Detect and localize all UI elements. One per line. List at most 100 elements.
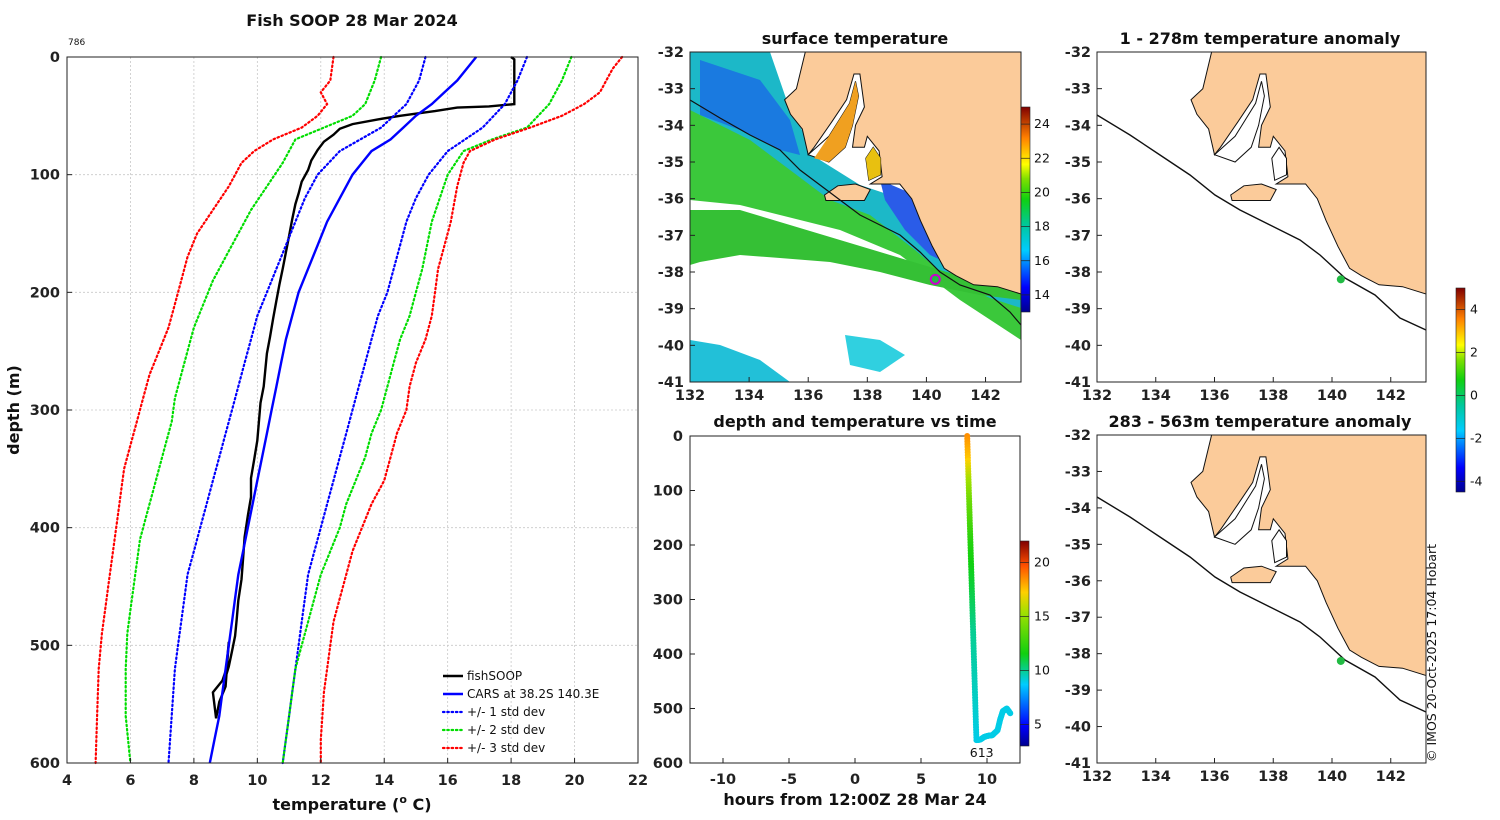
sst-colorbar-label: 16	[1034, 253, 1050, 268]
depth-time-track	[964, 433, 1014, 744]
profile-xlabel-main: temperature (	[272, 795, 399, 814]
anomaly-colorbar-label: 4	[1470, 301, 1478, 316]
profile-ytick-label: 600	[30, 756, 60, 772]
legend-label: +/- 2 std dev	[467, 723, 545, 737]
profile-chart: 4 6 8 10 12 14 16 18 20 22 0 100 200 300 400 500 600 Fis…	[4, 11, 648, 814]
anomaly-shallow-ytick-label: -34	[1065, 118, 1091, 134]
anomaly-deep-frame	[1096, 434, 1427, 764]
anomaly-deep-xtick-label: 140	[1317, 769, 1347, 785]
profile-xtick-label: 6	[125, 773, 135, 789]
anomaly-shallow-ytick-label: -37	[1065, 228, 1091, 244]
anomaly-deep-xtick-label: 136	[1199, 769, 1229, 785]
profile-legend: fishSOOP CARS at 38.2S 140.3E +/- 1 std de…	[441, 669, 599, 755]
sst-xtick-label: 138	[852, 388, 882, 404]
anomaly-colorbar-label: 0	[1470, 387, 1478, 402]
depth-time-colorbar	[1019, 540, 1030, 747]
anomaly-colorbar-ticks: 4 2 0 -2 -4	[1456, 301, 1483, 488]
anomaly-shallow-station	[1336, 275, 1345, 284]
anomaly-deep-ytick-label: -32	[1065, 428, 1091, 444]
profile-series-6	[319, 55, 624, 765]
anomaly-deep-xtick-label: 142	[1376, 769, 1406, 785]
anomaly-shallow-xtick-label: 140	[1317, 388, 1347, 404]
a2-mainland	[1190, 435, 1426, 677]
profile-title: Fish SOOP 28 Mar 2024	[246, 11, 457, 30]
depth-time-ytick-label: 500	[653, 702, 683, 718]
sst-spencer-warm	[814, 81, 859, 162]
sst-bathymetry-contour	[689, 99, 1022, 326]
sst-ticks: 132 134 136 138 140 142 -32 -33 -34 -35 -36 -37 -38 -…	[658, 45, 1001, 404]
sst-station-marker	[929, 273, 941, 285]
anomaly-deep-xtick-label: 138	[1258, 769, 1288, 785]
legend-label: +/- 3 std dev	[467, 741, 545, 755]
anomaly-deep-ytick-label: -38	[1065, 647, 1091, 663]
anomaly-shallow-ytick-label: -40	[1065, 338, 1091, 354]
profile-series	[94, 55, 624, 765]
sst-ytick-label: -40	[658, 338, 684, 354]
anomaly-deep-ticks: 132 134 136 138 140 142 -32 -33 -34 -35 -36 -37 -38 -…	[1065, 428, 1406, 785]
depth-time-title: depth and temperature vs time	[713, 412, 996, 431]
depth-time-colorbar-label: 5	[1034, 716, 1042, 731]
sst-land-clip	[784, 52, 1021, 295]
anomaly-shallow-ytick-label: -35	[1065, 155, 1091, 171]
anomaly-shallow-ytick-label: -38	[1065, 265, 1091, 281]
anomaly-shallow-ytick-label: -39	[1065, 302, 1091, 318]
profile-ytick-label: 400	[30, 521, 60, 537]
profile-xtick-label: 8	[189, 773, 199, 789]
a1-spencer-gulf	[1213, 81, 1265, 163]
profile-xtick-label: 20	[564, 773, 584, 789]
sst-ytick-label: -34	[658, 118, 684, 134]
profile-ticks: 4 6 8 10 12 14 16 18 20 22 0 100 200 300 400 500 600	[30, 50, 648, 789]
depth-time-ytick-label: 0	[673, 429, 683, 445]
depth-time-xtick-label: 5	[916, 772, 926, 788]
anomaly-shallow-land	[1190, 52, 1426, 295]
profile-xtick-label: 4	[62, 773, 72, 789]
profile-xlabel: temperature (o C)	[272, 793, 431, 814]
profile-xtick-label: 18	[501, 773, 521, 789]
depth-time-xtick-label: -5	[781, 772, 797, 788]
depth-time-colorbar-label: 10	[1034, 662, 1050, 677]
sst-southwest-patch	[690, 340, 790, 382]
sst-colorbar-label: 14	[1034, 287, 1050, 302]
a1-kangaroo-island	[1230, 183, 1277, 201]
sst-map: 132 134 136 138 140 142 -32 -33 -34 -35 -36 -37 -38 -…	[658, 29, 1050, 404]
depth-time-colorbar-label: 15	[1034, 609, 1050, 624]
anomaly-shallow-ticks: 132 134 136 138 140 142 -32 -33 -34 -35 -36 -37 -38 -…	[1065, 45, 1406, 404]
profile-series-0	[211, 56, 516, 719]
depth-time-ytick-label: 400	[653, 647, 683, 663]
anomaly-deep-ytick-label: -35	[1065, 537, 1091, 553]
anomaly-deep-ytick-label: -34	[1065, 501, 1091, 517]
anomaly-shallow-contour	[1096, 114, 1427, 331]
anomaly-colorbar-label: -2	[1470, 430, 1482, 445]
a2-gulf-st-vincent	[1271, 528, 1287, 564]
anomaly-shallow-ytick-label: -36	[1065, 192, 1091, 208]
anomaly-deep-ytick-label: -33	[1065, 464, 1091, 480]
anomaly-shallow-xtick-label: 138	[1258, 388, 1288, 404]
depth-time-ytick-label: 200	[653, 538, 683, 554]
anomaly-deep-xtick-label: 132	[1082, 769, 1112, 785]
depth-time-colorbar-label: 20	[1034, 555, 1050, 570]
anomaly-shallow-ytick-label: -33	[1065, 82, 1091, 98]
anomaly-map-deep: 132 134 136 138 140 142 -32 -33 -34 -35 -36 -37 -38 -…	[1065, 412, 1427, 785]
profile-xlabel-sup: o	[399, 793, 407, 806]
depth-time-ytick-label: 600	[653, 756, 683, 772]
depth-time-ytick-label: 100	[653, 484, 683, 500]
depth-time-annotation: 613	[970, 745, 994, 760]
profile-xtick-label: 14	[374, 773, 394, 789]
sst-title: surface temperature	[762, 29, 949, 48]
profile-ytick-label: 300	[30, 403, 60, 419]
sst-xtick-label: 140	[911, 388, 941, 404]
credit-text: © IMOS 20-Oct-2025 17:04 Hobart	[1424, 544, 1439, 762]
a2-kangaroo-island	[1230, 565, 1277, 584]
sst-xtick-label: 136	[793, 388, 823, 404]
a1-gulf-st-vincent	[1271, 146, 1287, 182]
anomaly-deep-xtick-label: 134	[1141, 769, 1171, 785]
anomaly-deep-contour	[1096, 496, 1427, 713]
anomaly-deep-station	[1336, 656, 1345, 665]
anomaly-shallow-ytick-label: -32	[1065, 45, 1091, 61]
anomaly-shallow-xtick-label: 134	[1141, 388, 1171, 404]
depth-time-ytick-label: 300	[653, 593, 683, 609]
sst-cold-core	[700, 60, 800, 155]
